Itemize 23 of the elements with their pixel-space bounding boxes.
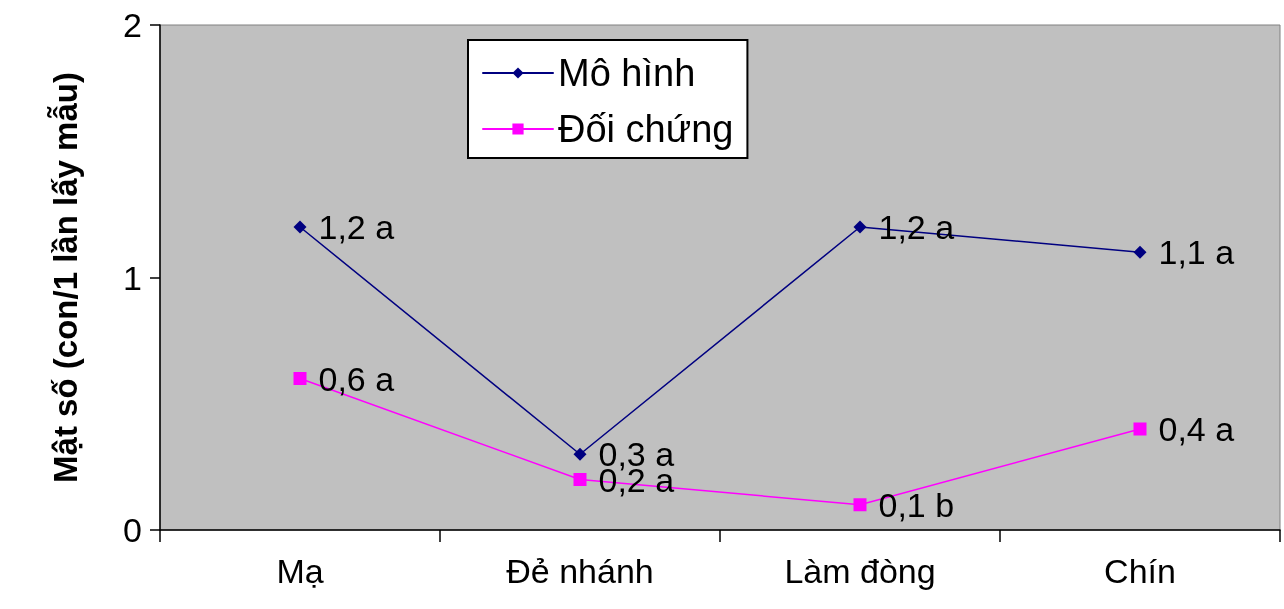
point (1133, 245, 1147, 259)
y-tick-label: 0 (123, 511, 142, 549)
y-tick-label: 2 (123, 6, 142, 44)
point (293, 372, 307, 385)
legend-label: Đối chứng (558, 108, 734, 150)
point (853, 498, 867, 512)
x-tick-label: Đẻ nhánh (506, 552, 654, 590)
data-label: 1,2 a (318, 208, 395, 246)
data-label: 1,1 a (1158, 233, 1235, 272)
y-tick-label: 1 (123, 258, 142, 297)
point (853, 220, 867, 234)
y-axis-title: Mật số (con/1 lần lấy mẫu) (47, 72, 84, 483)
point (573, 473, 587, 486)
point (293, 220, 307, 234)
x-tick-label: Mạ (276, 552, 324, 590)
data-label: 0,1 b (878, 485, 955, 524)
legend-label: Mô hình (558, 52, 696, 94)
x-tick-label: Chín (1104, 552, 1176, 590)
data-label: 0,4 a (1158, 410, 1235, 448)
data-label: 0,6 a (318, 359, 395, 398)
x-tick-label: Làm đòng (784, 552, 936, 590)
point (1133, 422, 1147, 436)
point (573, 447, 587, 461)
